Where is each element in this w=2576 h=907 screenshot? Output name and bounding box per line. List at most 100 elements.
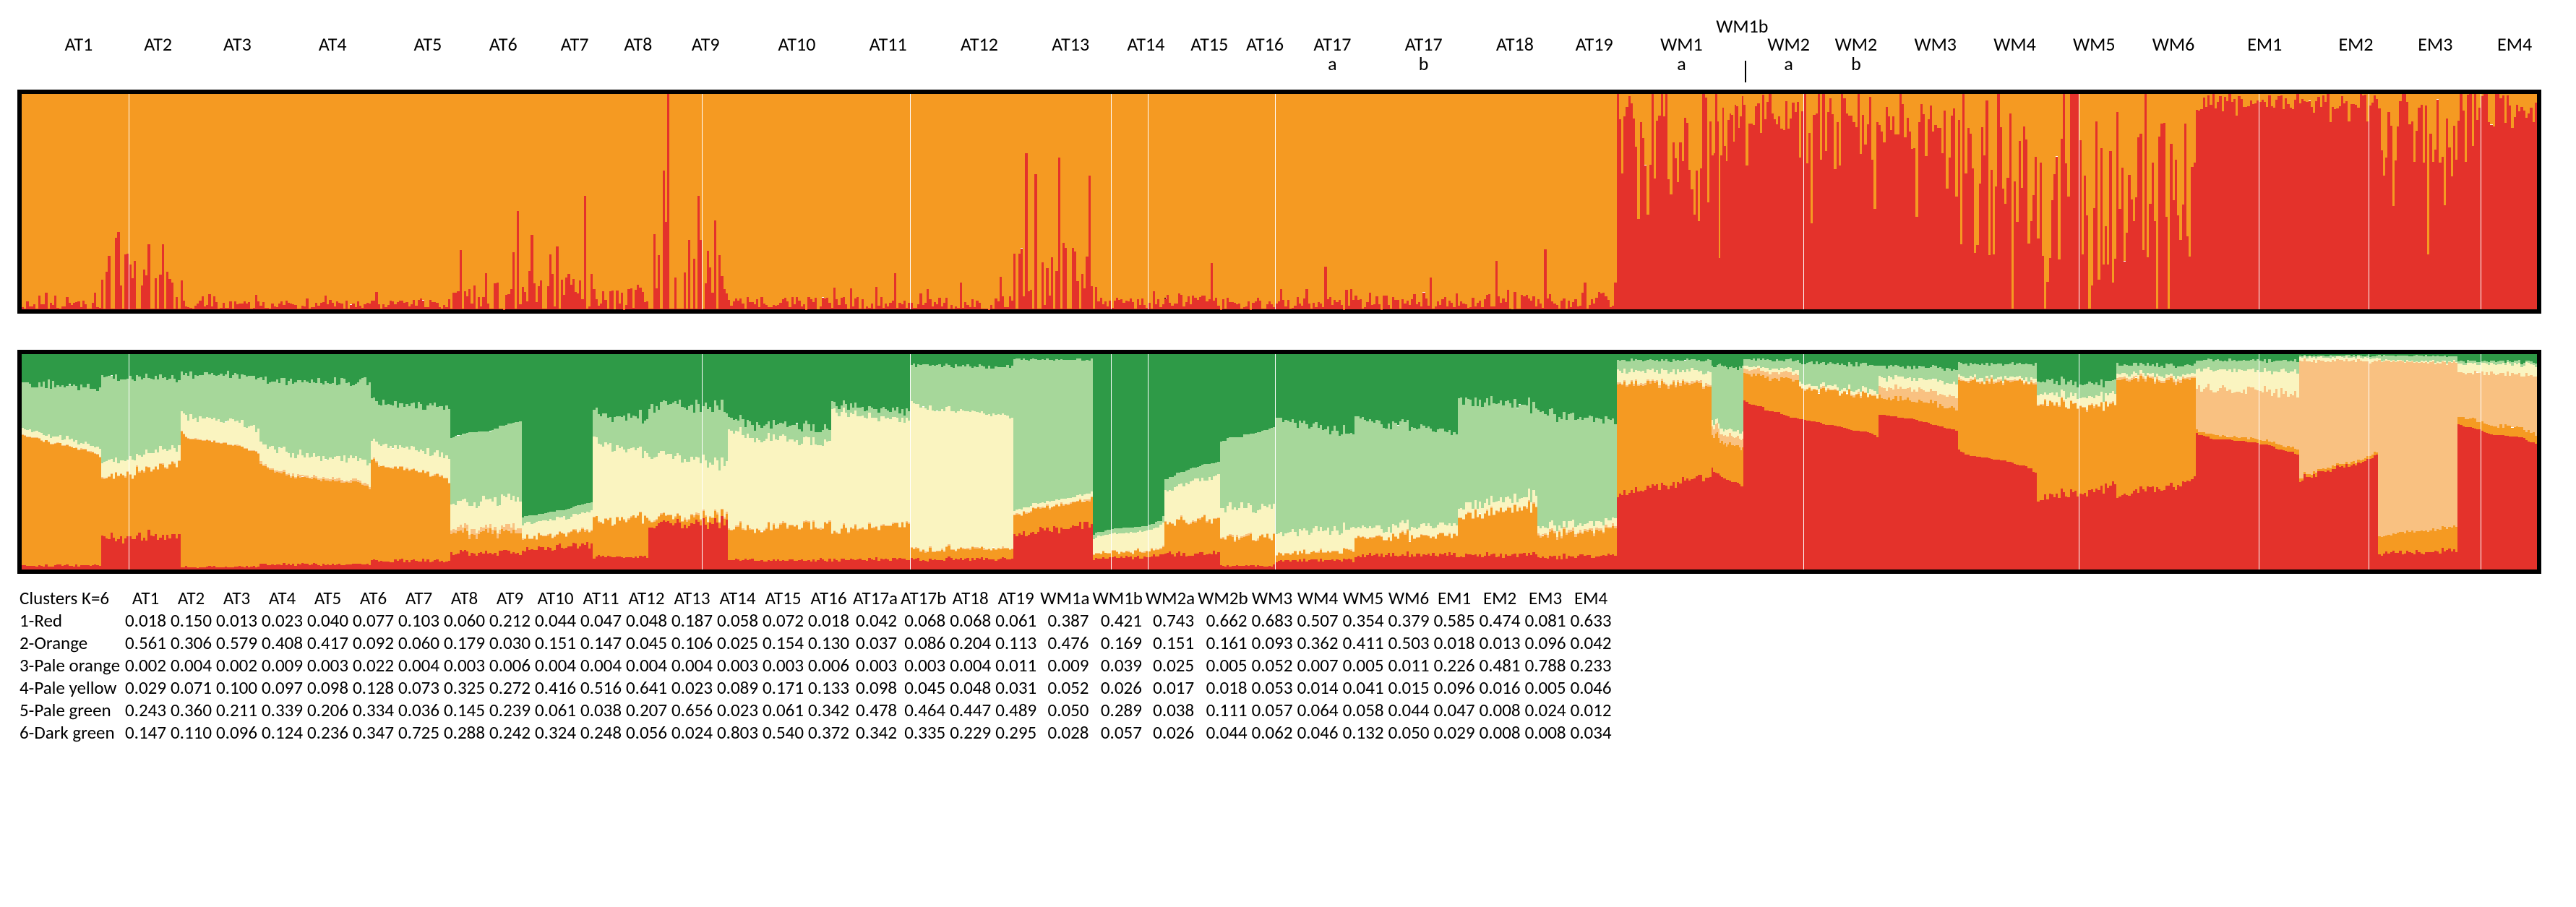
col-AT5: AT5: [305, 587, 351, 609]
pop-WM3: [1879, 94, 1959, 309]
pop-AT3: [181, 354, 262, 569]
pop-AT2: [101, 94, 182, 309]
pop-AT17a: [1276, 354, 1357, 569]
pop-AT14: [1093, 354, 1166, 569]
pop-AT17b: [1354, 354, 1459, 569]
pop-label-WM2b: WM2 b: [1816, 35, 1896, 74]
col-AT13: AT13: [669, 587, 715, 609]
pop-label-AT2: AT2: [119, 35, 198, 54]
structure-plot-k2: [17, 90, 2541, 314]
pop-label-AT17b: AT17 b: [1384, 35, 1464, 74]
pop-AT1: [22, 94, 103, 309]
pop-label-WM3: WM3: [1896, 35, 1975, 54]
pop-label-AT12: AT12: [940, 35, 1019, 54]
col-EM1: EM1: [1432, 587, 1477, 609]
col-WM2b: WM2b: [1196, 587, 1249, 609]
pop-label-AT17a: AT17 a: [1292, 35, 1372, 74]
pop-AT6: [450, 94, 523, 309]
pop-WM1b: [1712, 94, 1745, 309]
pop-label-AT6: AT6: [463, 35, 543, 54]
pop-AT12: [911, 354, 1016, 569]
pop-WM1b: [1712, 354, 1745, 569]
pop-AT7: [522, 354, 595, 569]
pop-label-AT10: AT10: [757, 35, 836, 54]
pop-WM3: [1879, 354, 1959, 569]
col-AT1: AT1: [123, 587, 168, 609]
pop-AT19: [1537, 354, 1618, 569]
pop-label-EM1: EM1: [2225, 35, 2304, 54]
col-AT15: AT15: [760, 587, 806, 609]
cluster-table: Clusters K=6AT1AT2AT3AT4AT5AT6AT7AT8AT9A…: [17, 587, 2559, 744]
pop-WM4: [1958, 94, 2039, 309]
pop-WM2b: [1799, 354, 1880, 569]
table-header: Clusters K=6: [17, 587, 123, 609]
pop-WM2b: [1799, 94, 1880, 309]
pop-AT1: [22, 354, 103, 569]
pop-WM2a: [1743, 94, 1800, 309]
col-AT17a: AT17a: [851, 587, 899, 609]
pop-AT13: [1013, 94, 1094, 309]
col-AT9: AT9: [487, 587, 533, 609]
pop-AT18: [1458, 354, 1539, 569]
pop-AT7: [522, 94, 595, 309]
pop-EM1: [2196, 354, 2301, 569]
pop-AT10: [728, 94, 833, 309]
table-row: 5-Pale green0.2430.3600.2110.3390.2060.3…: [17, 699, 1614, 721]
pop-AT11: [831, 354, 912, 569]
pop-label-EM3: EM3: [2395, 35, 2475, 54]
pop-AT8: [593, 354, 650, 569]
pop-AT18: [1458, 94, 1539, 309]
pop-label-WM4: WM4: [1975, 35, 2055, 54]
col-AT8: AT8: [442, 587, 487, 609]
col-AT3: AT3: [214, 587, 259, 609]
pop-AT4: [259, 354, 372, 569]
pop-AT14: [1093, 94, 1166, 309]
structure-plot-k6: [17, 350, 2541, 574]
pop-AT5: [371, 354, 452, 569]
pop-AT19: [1537, 94, 1618, 309]
pop-label-AT3: AT3: [197, 35, 277, 54]
pop-EM2: [2299, 94, 2380, 309]
pop-AT16: [1220, 354, 1277, 569]
col-WM1a: WM1a: [1039, 587, 1091, 609]
col-AT7: AT7: [396, 587, 442, 609]
col-EM2: EM2: [1477, 587, 1523, 609]
pop-label-AT5: AT5: [388, 35, 468, 54]
pop-EM2: [2299, 354, 2380, 569]
population-label-row: WM1bAT1AT2AT3AT4AT5AT6AT7AT8AT9AT10AT11A…: [17, 14, 2559, 87]
pop-AT5: [371, 94, 452, 309]
pop-EM1: [2196, 94, 2301, 309]
pop-AT11: [831, 94, 912, 309]
pop-AT16: [1220, 94, 1277, 309]
pop-AT12: [911, 94, 1016, 309]
col-EM3: EM3: [1523, 587, 1568, 609]
pop-AT3: [181, 94, 262, 309]
pop-label-EM4: EM4: [2475, 35, 2554, 54]
pop-label-AT19: AT19: [1555, 35, 1634, 54]
col-WM4: WM4: [1295, 587, 1341, 609]
col-AT18: AT18: [948, 587, 993, 609]
pop-AT13: [1013, 354, 1094, 569]
pop-EM3: [2378, 94, 2459, 309]
pop-label-WM1a: WM1 a: [1641, 35, 1721, 74]
pop-AT15: [1164, 354, 1222, 569]
table-row: 4-Pale yellow0.0290.0710.1000.0970.0980.…: [17, 676, 1614, 699]
pop-AT2: [101, 354, 182, 569]
pop-AT15: [1164, 94, 1222, 309]
pop-WM5: [2037, 354, 2118, 569]
pop-WM2a: [1743, 354, 1800, 569]
pop-AT17b: [1354, 94, 1459, 309]
pop-label-AT18: AT18: [1475, 35, 1555, 54]
col-WM6: WM6: [1386, 587, 1432, 609]
pop-AT6: [450, 354, 523, 569]
pop-EM4: [2457, 94, 2537, 309]
pop-EM4: [2457, 354, 2537, 569]
col-WM5: WM5: [1341, 587, 1386, 609]
table-row: 1-Red0.0180.1500.0130.0230.0400.0770.103…: [17, 609, 1614, 632]
pop-label-AT4: AT4: [293, 35, 372, 54]
col-AT6: AT6: [351, 587, 396, 609]
col-EM4: EM4: [1568, 587, 1614, 609]
col-WM1b: WM1b: [1091, 587, 1143, 609]
pop-label-EM2: EM2: [2317, 35, 2396, 54]
pop-EM3: [2378, 354, 2459, 569]
